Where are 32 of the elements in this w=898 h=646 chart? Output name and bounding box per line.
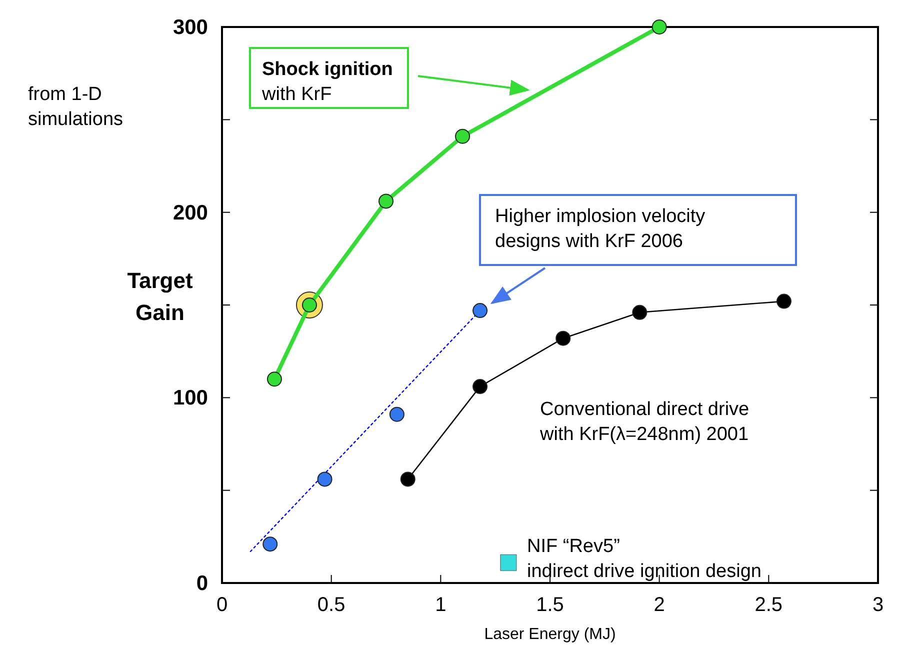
x-tick-label: 2.5: [754, 594, 783, 616]
point: [455, 128, 470, 144]
point: [472, 303, 488, 318]
point: [472, 379, 488, 394]
y-tick-label: 0: [196, 572, 208, 595]
text: from 1-D simulations: [28, 84, 124, 130]
annotation: Conventional direct drive with KrF(λ=248nm) 2001: [539, 399, 750, 445]
x-tick-label: 1.5: [536, 594, 564, 616]
x-tick-label: 0.5: [317, 594, 346, 616]
point: [400, 472, 416, 487]
point: [652, 20, 667, 34]
point: [262, 536, 278, 552]
y-axis-title: Target Gain: [127, 268, 194, 325]
y-tick-label: 200: [172, 201, 208, 224]
point: [632, 304, 648, 320]
point: [378, 194, 394, 209]
x-axis-title: Laser Energy (MJ): [484, 626, 616, 643]
x-tick-label: 2: [654, 594, 665, 616]
point: [266, 372, 282, 387]
x-tick-label: 0: [216, 594, 228, 616]
annotation: Higher implosion velocity designs with KrF 2006: [495, 206, 706, 252]
x-tick-label: 3: [872, 594, 884, 616]
annotation: Shock ignition with KrF: [261, 59, 393, 105]
annotation: NIF “Rev5” indirect drive ignition design: [527, 536, 762, 582]
point: [556, 330, 571, 346]
y-tick-label: 100: [172, 386, 208, 410]
x-tick-label: 1: [435, 594, 446, 616]
point: [500, 554, 517, 571]
point: [389, 406, 404, 422]
point: [317, 472, 332, 487]
y-tick-label: 300: [172, 16, 208, 39]
point: [776, 294, 792, 309]
